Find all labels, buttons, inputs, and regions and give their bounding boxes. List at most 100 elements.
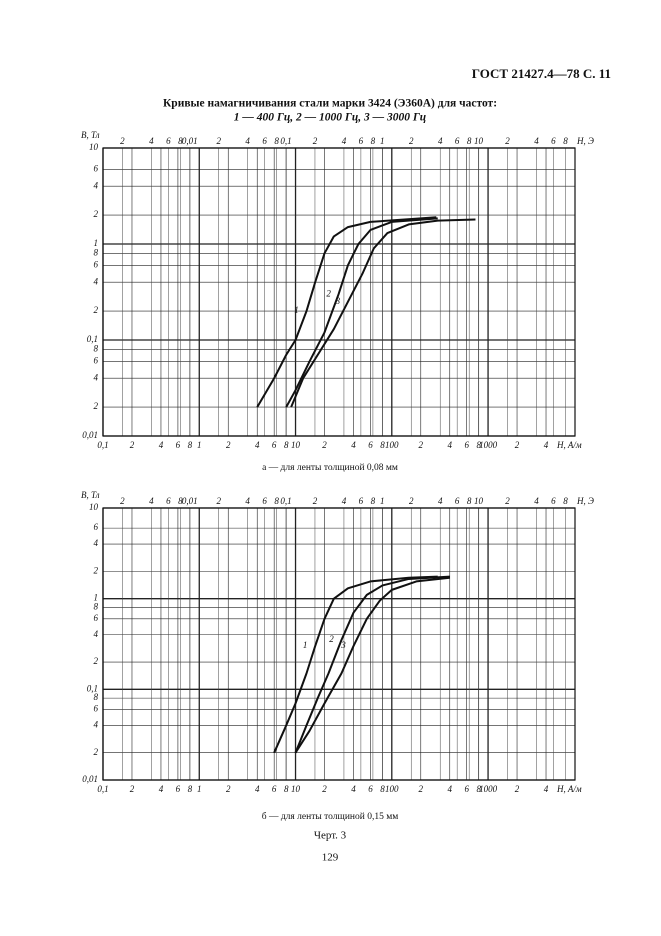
x2-tick-label: 6 [166, 496, 171, 506]
caption: б — для ленты толщиной 0,15 мм [262, 811, 398, 822]
x2-tick-label: 1 [380, 496, 385, 506]
x2-tick-label: 10 [474, 136, 484, 146]
x2-tick-label: 4 [342, 496, 347, 506]
x-tick-label: 8 [284, 440, 289, 450]
x-tick-label: 8 [284, 784, 289, 794]
y-tick-label: 4 [94, 276, 99, 286]
title-line: 1 — 400 Гц, 2 — 1000 Гц, 3 — 3000 Гц [234, 112, 426, 124]
x2-tick-label: 8 [274, 136, 279, 146]
x-tick-label: 2 [226, 440, 231, 450]
x-tick-label: 6 [176, 440, 181, 450]
x-tick-label: 10 [291, 784, 301, 794]
x-tick-label: 2 [419, 784, 424, 794]
x-axis-label: H, A/м [556, 784, 582, 794]
x-tick-label: 8 [380, 784, 385, 794]
x2-tick-label: 8 [563, 496, 568, 506]
x-tick-label: 0,1 [97, 440, 108, 450]
x-tick-label: 2 [515, 440, 520, 450]
x-tick-label: 4 [351, 784, 356, 794]
y-tick-label: 2 [94, 565, 99, 575]
x-tick-label: 8 [188, 440, 193, 450]
y-axis-label: B, Тл [81, 490, 100, 500]
x2-tick-label: 2 [216, 496, 221, 506]
y-tick-label: 0,01 [82, 774, 98, 784]
x-tick-label: 4 [255, 784, 260, 794]
x-tick-label: 8 [476, 440, 481, 450]
y-tick-label: 0,1 [87, 334, 98, 344]
x-tick-label: 6 [272, 440, 277, 450]
y-tick-label: 6 [94, 355, 99, 365]
y-tick-label: 2 [94, 209, 99, 219]
x2-tick-label: 6 [359, 136, 364, 146]
curve [294, 575, 450, 754]
y-tick-label: 1 [94, 593, 99, 603]
x-tick-label: 2 [322, 784, 327, 794]
x2-tick-label: 1 [380, 136, 385, 146]
y-tick-label: 2 [94, 656, 99, 666]
y-tick-label: 4 [94, 629, 99, 639]
x2-tick-label: 4 [149, 496, 154, 506]
y-tick-label: 4 [94, 372, 99, 382]
x2-tick-label: 8 [371, 496, 376, 506]
x-tick-label: 2 [515, 784, 520, 794]
x2-tick-label: 2 [505, 496, 510, 506]
x2-tick-label: 4 [342, 136, 347, 146]
x-tick-label: 4 [159, 784, 164, 794]
y-tick-label: 8 [94, 692, 99, 702]
x2-tick-label: 4 [245, 136, 250, 146]
y-tick-label: 8 [94, 343, 99, 353]
y-tick-label: 6 [94, 522, 99, 532]
header: ГОСТ 21427.4—78 С. 11 [472, 66, 611, 81]
curve [290, 218, 476, 408]
x-tick-label: 4 [351, 440, 356, 450]
x-tick-label: 100 [385, 784, 399, 794]
x-tick-label: 1 [197, 784, 202, 794]
x-tick-label: 6 [272, 784, 277, 794]
x2-tick-label: 8 [467, 496, 472, 506]
x2-tick-label: 6 [455, 496, 460, 506]
plot-frame [102, 507, 576, 781]
x2-tick-label: 2 [216, 136, 221, 146]
y-tick-label: 10 [89, 502, 99, 512]
x-tick-label: 6 [464, 440, 469, 450]
x2-tick-label: 8 [178, 496, 183, 506]
y-tick-label: 6 [94, 613, 99, 623]
x2-tick-label: 8 [274, 496, 279, 506]
x2-tick-label: 4 [438, 136, 443, 146]
x-tick-label: 6 [464, 784, 469, 794]
y-tick-label: 8 [94, 602, 99, 612]
curve [273, 575, 438, 754]
x-tick-label: 2 [322, 440, 327, 450]
y-tick-label: 0,01 [82, 430, 98, 440]
y-tick-label: 2 [94, 401, 99, 411]
x-tick-label: 2 [226, 784, 231, 794]
y-tick-label: 2 [94, 305, 99, 315]
x2-tick-label: 2 [409, 136, 414, 146]
x2-tick-label: 2 [505, 136, 510, 146]
x2-tick-label: 2 [120, 136, 125, 146]
x-tick-label: 0,1 [97, 784, 108, 794]
y-tick-label: 8 [94, 247, 99, 257]
x-tick-label: 1000 [479, 440, 498, 450]
x-tick-label: 6 [368, 784, 373, 794]
x2-axis-label: H, Э [576, 136, 594, 146]
y-tick-label: 4 [94, 719, 99, 729]
x-tick-label: 2 [419, 440, 424, 450]
x-tick-label: 8 [476, 784, 481, 794]
curve-label: 3 [340, 640, 346, 650]
x2-tick-label: 4 [245, 496, 250, 506]
x2-tick-label: 6 [166, 136, 171, 146]
x2-tick-label: 8 [467, 136, 472, 146]
page-number: 129 [322, 852, 339, 864]
x2-tick-label: 8 [371, 136, 376, 146]
x2-tick-label: 2 [120, 496, 125, 506]
x2-tick-label: 2 [409, 496, 414, 506]
y-tick-label: 6 [94, 704, 99, 714]
curve-label: 1 [303, 640, 308, 650]
x-tick-label: 1000 [479, 784, 498, 794]
figure-label: Черт. 3 [314, 830, 347, 842]
x-tick-label: 6 [368, 440, 373, 450]
curve-label: 3 [335, 296, 341, 306]
curve-label: 2 [326, 288, 331, 298]
